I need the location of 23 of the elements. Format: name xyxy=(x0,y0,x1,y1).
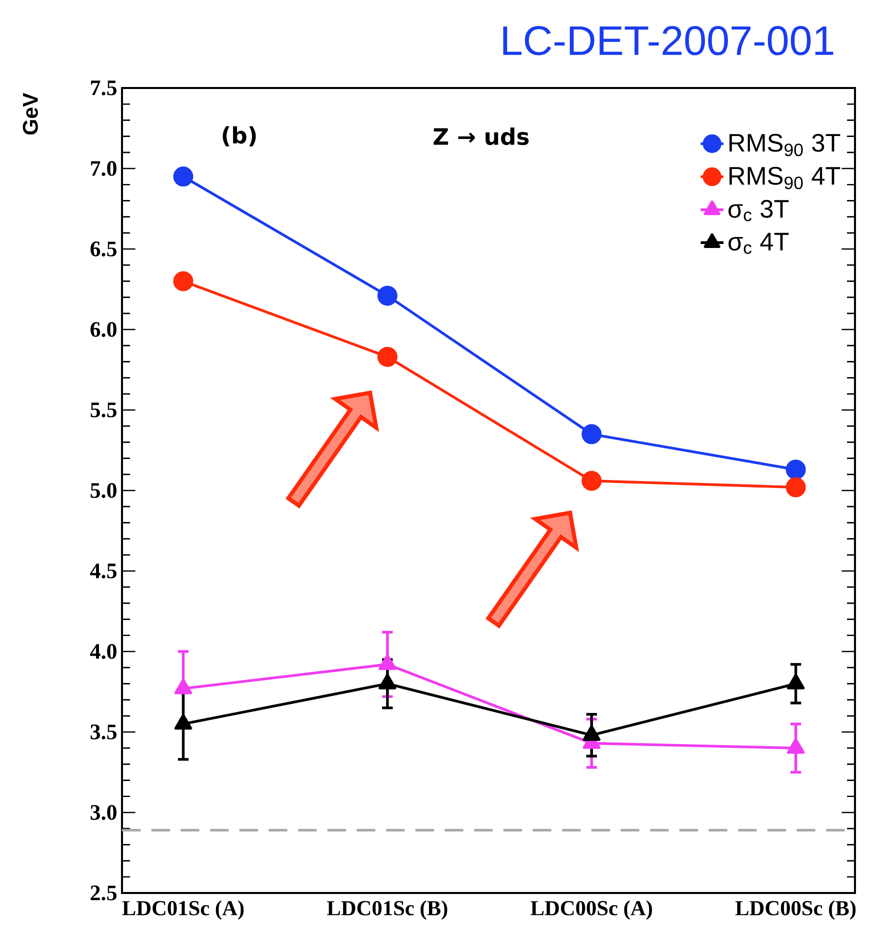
annotation: (b) xyxy=(222,126,256,146)
y-tick-label: 7.5 xyxy=(91,80,116,96)
y-tick-label: 3.5 xyxy=(90,724,116,740)
y-tick-label: 5.0 xyxy=(90,483,116,498)
y-tick-label: 5.5 xyxy=(90,402,116,418)
y-tick-label: 4.5 xyxy=(90,564,116,578)
y-tick-label: 6.0 xyxy=(90,322,116,337)
y-tick-label: 4.0 xyxy=(90,644,116,659)
legend-label: σ$_{c}$ 4T xyxy=(728,232,789,254)
y-tick-label: 3.0 xyxy=(90,805,116,820)
annotation: Z → uds xyxy=(434,128,529,146)
legend-label: RMS$_{90}$ 3T xyxy=(730,134,840,156)
y-tick-label: 2.5 xyxy=(90,886,116,900)
x-tick-label: LDC01Sc (A) xyxy=(122,900,244,920)
legend-label: σ$_{c}$ 3T xyxy=(728,200,789,222)
y-tick-label: 6.5 xyxy=(90,242,116,256)
x-tick-label: LDC00Sc (B) xyxy=(735,900,856,920)
x-tick-label: LDC00Sc (A) xyxy=(530,900,652,920)
legend-label: RMS$_{90}$ 4T xyxy=(730,166,840,190)
y-tick-label: 7.0 xyxy=(91,161,116,176)
x-tick-label: LDC01Sc (B) xyxy=(327,900,448,920)
y-axis-title: GeV xyxy=(22,92,38,135)
chart-title: LC-DET-2007-001 xyxy=(503,26,834,56)
